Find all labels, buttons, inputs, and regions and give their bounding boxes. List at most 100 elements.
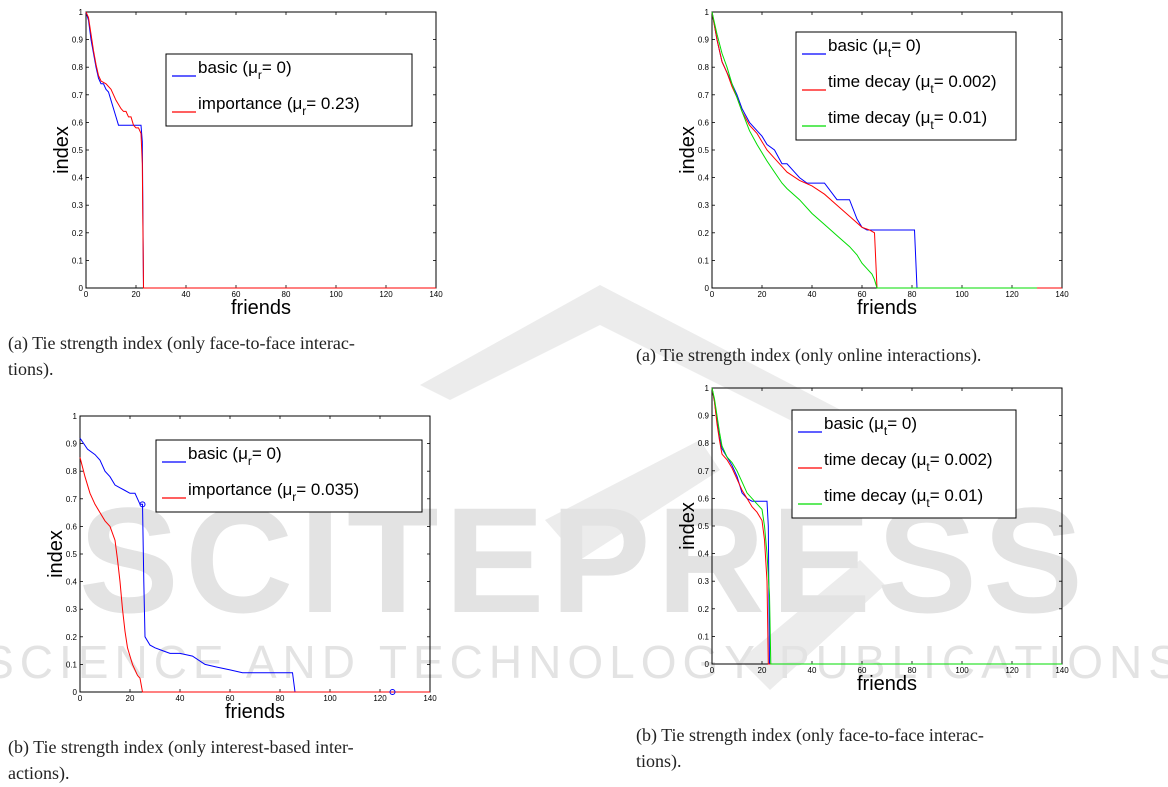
y-tick-label: 0.2 (698, 605, 710, 614)
x-axis-label: friends (857, 673, 917, 695)
y-axis-label: index (677, 126, 699, 174)
legend-box (791, 409, 1017, 519)
y-tick-label: 0.9 (698, 36, 710, 45)
y-tick-label: 0.5 (698, 146, 710, 155)
y-tick-label: 0.5 (72, 146, 84, 155)
x-tick-label: 60 (858, 666, 867, 675)
y-tick-label: 0.8 (72, 63, 84, 72)
y-tick-label: 0.4 (66, 578, 78, 587)
legend-entry: importance (μr= 0.23) (198, 94, 360, 118)
caption-b-right: (b) Tie strength index (only face-to-fac… (636, 725, 984, 771)
series-line-0 (79, 437, 430, 693)
y-tick-label: 1 (705, 384, 710, 393)
y-tick-label: 0.3 (698, 577, 710, 586)
x-tick-label: 0 (84, 290, 89, 299)
x-tick-label: 0 (78, 694, 83, 703)
chart-panel-b-right: 0 20 40 60 80 100 120 140 0 0.1 0.2 0.3 0.4 0.5 0.6 0.7… (654, 380, 1094, 698)
series-line-1 (711, 387, 1062, 665)
y-tick-label: 0 (705, 284, 710, 293)
chart-panel-b-left: 0 20 40 60 80 100 120 140 0 0.1 0.2 0.3 0.4 0.5 0.6 0.7… (28, 408, 468, 726)
y-tick-label: 1 (705, 8, 710, 17)
x-tick-label: 0 (710, 290, 715, 299)
x-tick-label: 80 (282, 290, 291, 299)
x-tick-label: 20 (758, 666, 767, 675)
x-tick-label: 140 (429, 290, 443, 299)
chart-b-left: 0 20 40 60 80 100 120 140 0 0.1 0.2 0.3 0.4 0.5 0.6 0.7… (45, 412, 437, 723)
x-axis-label: friends (857, 297, 917, 319)
y-tick-label: 0.1 (72, 256, 84, 265)
y-tick-label: 0.3 (66, 605, 78, 614)
y-tick-label: 0.5 (698, 522, 710, 531)
x-tick-label: 100 (329, 290, 343, 299)
x-tick-label: 120 (1005, 666, 1019, 675)
y-tick-label: 0.7 (66, 495, 78, 504)
y-tick-label: 0.8 (698, 439, 710, 448)
y-tick-label: 0.3 (698, 201, 710, 210)
y-tick-label: 0.3 (72, 201, 84, 210)
x-tick-label: 20 (758, 290, 767, 299)
y-tick-label: 0.1 (698, 256, 710, 265)
x-tick-label: 80 (908, 290, 917, 299)
chart-b-right: 0 20 40 60 80 100 120 140 0 0.1 0.2 0.3 0.4 0.5 0.6 0.7… (677, 384, 1069, 695)
y-tick-label: 0.7 (698, 91, 710, 100)
y-tick-label: 0.9 (72, 36, 84, 45)
y-tick-label: 0.4 (698, 550, 710, 559)
legend-entry: time decay (μt= 0.002) (824, 450, 993, 474)
y-tick-label: 0.7 (698, 467, 710, 476)
x-tick-label: 80 (908, 666, 917, 675)
x-tick-label: 60 (858, 290, 867, 299)
x-tick-label: 80 (276, 694, 285, 703)
y-tick-label: 0.2 (698, 229, 710, 238)
legend-entry: basic (μr= 0) (198, 58, 292, 82)
x-axis-label: friends (231, 297, 291, 319)
x-tick-label: 40 (176, 694, 185, 703)
chart-a-left: 0 20 40 60 80 100 120 140 0 0.1 0.2 0.3 0.4 0.5 0.6 0.7… (51, 8, 443, 319)
y-tick-label: 0.4 (698, 174, 710, 183)
y-tick-label: 1 (79, 8, 84, 17)
legend-entry: importance (μr= 0.035) (188, 480, 359, 504)
y-tick-label: 0.6 (698, 494, 710, 503)
legend-entry: basic (μt= 0) (824, 414, 917, 438)
caption-b-left: (b) Tie strength index (only interest-ba… (8, 737, 354, 783)
y-axis-label: index (45, 530, 67, 578)
x-tick-label: 0 (710, 666, 715, 675)
series-line-1 (85, 11, 436, 289)
y-tick-label: 0.4 (72, 174, 84, 183)
chart-a-right: 0 20 40 60 80 100 120 140 0 0.1 0.2 0.3 0.4 0.5 0.6 0.7… (677, 8, 1069, 319)
x-tick-label: 140 (1055, 290, 1069, 299)
x-tick-label: 60 (226, 694, 235, 703)
x-tick-label: 140 (1055, 666, 1069, 675)
legend-entry: time decay (μt= 0.01) (828, 108, 987, 132)
x-tick-label: 120 (373, 694, 387, 703)
y-tick-label: 0.8 (66, 467, 78, 476)
series-line-2 (711, 11, 1037, 289)
x-tick-label: 100 (955, 290, 969, 299)
legend-entry: time decay (μt= 0.002) (828, 72, 997, 96)
series-line-1 (711, 11, 1062, 289)
y-tick-label: 0.6 (66, 522, 78, 531)
legend-entry: time decay (μt= 0.01) (824, 486, 983, 510)
legend-entry: basic (μt= 0) (828, 36, 921, 60)
chart-panel-a-left: 0 20 40 60 80 100 120 140 0 0.1 0.2 0.3 0.4 0.5 0.6 0.7… (28, 4, 468, 322)
y-tick-label: 1 (73, 412, 78, 421)
x-tick-label: 120 (1005, 290, 1019, 299)
y-tick-label: 0.6 (698, 118, 710, 127)
legend-box (165, 53, 413, 127)
y-tick-label: 0.1 (66, 660, 78, 669)
caption-a-left: (a) Tie strength index (only face-to-fac… (8, 333, 355, 379)
series-line-2 (711, 387, 1062, 665)
y-tick-label: 0.2 (66, 633, 78, 642)
y-tick-label: 0.8 (698, 63, 710, 72)
x-tick-label: 40 (808, 290, 817, 299)
y-axis-label: index (51, 126, 73, 174)
legend-box (155, 439, 423, 513)
x-tick-label: 40 (182, 290, 191, 299)
y-tick-label: 0.5 (66, 550, 78, 559)
series-line-0 (711, 11, 1062, 289)
y-tick-label: 0 (79, 284, 84, 293)
caption-a-right: (a) Tie strength index (only online inte… (636, 345, 982, 365)
y-tick-label: 0.6 (72, 118, 84, 127)
y-tick-label: 0.9 (66, 440, 78, 449)
series-line-0 (85, 11, 436, 289)
x-tick-label: 40 (808, 666, 817, 675)
